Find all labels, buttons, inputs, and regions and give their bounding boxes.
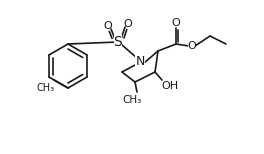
Text: CH₃: CH₃ [122, 95, 142, 105]
Text: O: O [172, 18, 180, 28]
Text: N: N [135, 55, 145, 67]
Text: O: O [124, 19, 132, 29]
Text: OH: OH [162, 81, 178, 91]
Text: O: O [104, 21, 112, 31]
Text: O: O [188, 41, 196, 51]
Text: CH₃: CH₃ [37, 83, 55, 93]
Text: S: S [114, 35, 122, 49]
